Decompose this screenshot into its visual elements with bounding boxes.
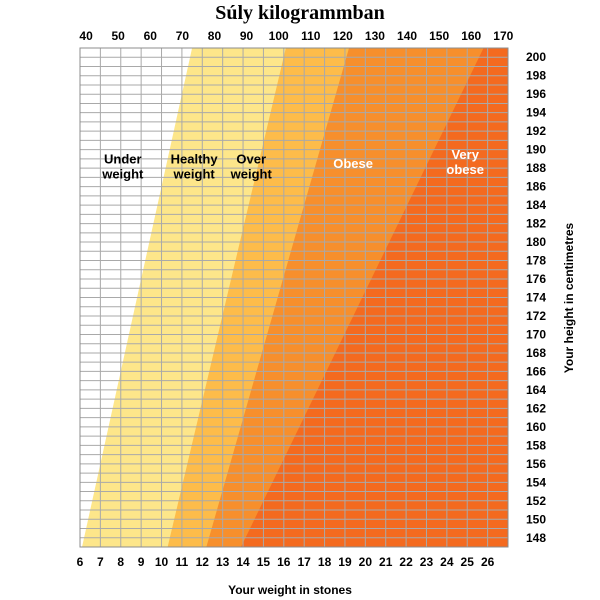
top-tick-label: 50 (112, 29, 126, 43)
top-tick-label: 70 (176, 29, 190, 43)
y-tick-label: 178 (526, 254, 546, 268)
x-tick-label: 17 (298, 555, 312, 569)
y-axis-label: Your height in centimetres (562, 222, 576, 373)
y-tick-label: 176 (526, 272, 546, 286)
bottom-axis-ticks: 6 7 8 9 10 11 12 13 14 15 16 17 18 19 20 21 22 23 24 25 26 (77, 555, 495, 569)
top-tick-label: 80 (208, 29, 222, 43)
x-tick-label: 23 (420, 555, 434, 569)
x-tick-label: 18 (318, 555, 332, 569)
top-tick-label: 170 (493, 29, 513, 43)
top-tick-label: 90 (240, 29, 254, 43)
x-tick-label: 13 (216, 555, 230, 569)
top-tick-label: 100 (269, 29, 289, 43)
top-tick-label: 60 (144, 29, 158, 43)
x-tick-label: 24 (440, 555, 454, 569)
top-axis-ticks: 40 50 60 70 80 90 100 110 120 130 140 150 160 170 (79, 29, 513, 43)
y-tick-label: 166 (526, 364, 546, 378)
x-axis-label: Your weight in stones (228, 583, 352, 597)
y-tick-label: 188 (526, 161, 546, 175)
top-tick-label: 140 (397, 29, 417, 43)
band-label-over-weight: Over weight (230, 152, 273, 182)
y-tick-label: 172 (526, 309, 546, 323)
x-tick-label: 22 (399, 555, 413, 569)
y-tick-label: 148 (526, 531, 546, 545)
x-tick-label: 14 (236, 555, 250, 569)
x-tick-label: 12 (196, 555, 210, 569)
x-tick-label: 11 (176, 555, 189, 569)
x-tick-label: 21 (379, 555, 393, 569)
x-tick-label: 8 (117, 555, 124, 569)
y-tick-label: 150 (526, 512, 546, 526)
y-tick-label: 158 (526, 438, 546, 452)
top-tick-label: 150 (429, 29, 449, 43)
plot-frame (79, 47, 509, 548)
x-tick-label: 15 (257, 555, 271, 569)
y-tick-label: 192 (526, 124, 546, 138)
y-tick-label: 154 (526, 475, 546, 489)
y-tick-label: 162 (526, 401, 546, 415)
y-tick-label: 198 (526, 69, 546, 83)
band-label-line: Over (236, 152, 266, 167)
band-label-line: weight (101, 167, 144, 182)
x-tick-label: 25 (461, 555, 475, 569)
y-tick-label: 194 (526, 106, 546, 120)
band-label-very-obese: Very obese (446, 147, 484, 177)
band-label-healthy-weight: Healthy weight (171, 152, 219, 182)
band-label-line: Obese (333, 156, 373, 171)
x-tick-label: 10 (155, 555, 169, 569)
chart-title: Súly kilogrammban (215, 2, 384, 24)
x-tick-label: 20 (359, 555, 373, 569)
y-tick-label: 174 (526, 291, 546, 305)
x-tick-label: 6 (77, 555, 84, 569)
y-tick-label: 196 (526, 87, 546, 101)
top-tick-label: 110 (301, 29, 321, 43)
y-tick-label: 190 (526, 143, 546, 157)
y-tick-label: 168 (526, 346, 546, 360)
top-tick-label: 120 (333, 29, 353, 43)
band-label-line: weight (230, 167, 273, 182)
band-label-line: Healthy (171, 152, 219, 167)
right-axis-ticks: 148 150 152 154 156 158 160 162 164 166 168 170 172 1… (526, 50, 546, 545)
y-tick-label: 200 (526, 50, 546, 64)
y-tick-label: 164 (526, 383, 546, 397)
y-tick-label: 180 (526, 235, 546, 249)
y-tick-label: 184 (526, 198, 546, 212)
band-label-under-weight: Under weight (101, 152, 144, 182)
band-label-line: Very (451, 147, 479, 162)
x-tick-label: 19 (338, 555, 352, 569)
top-tick-label: 160 (461, 29, 481, 43)
y-tick-label: 182 (526, 217, 546, 231)
x-tick-label: 7 (97, 555, 104, 569)
x-tick-label: 16 (277, 555, 291, 569)
grid (79, 47, 509, 548)
band-label-obese: Obese (333, 156, 373, 171)
y-tick-label: 170 (526, 327, 546, 341)
top-tick-label: 130 (365, 29, 385, 43)
top-tick-label: 40 (79, 29, 93, 43)
band-label-line: obese (446, 162, 484, 177)
y-tick-label: 152 (526, 494, 546, 508)
x-tick-label: 9 (138, 555, 145, 569)
x-tick-label: 26 (481, 555, 495, 569)
y-tick-label: 156 (526, 457, 546, 471)
band-label-line: weight (173, 167, 216, 182)
band-label-line: Under (104, 152, 142, 167)
y-tick-label: 160 (526, 420, 546, 434)
y-tick-label: 186 (526, 180, 546, 194)
